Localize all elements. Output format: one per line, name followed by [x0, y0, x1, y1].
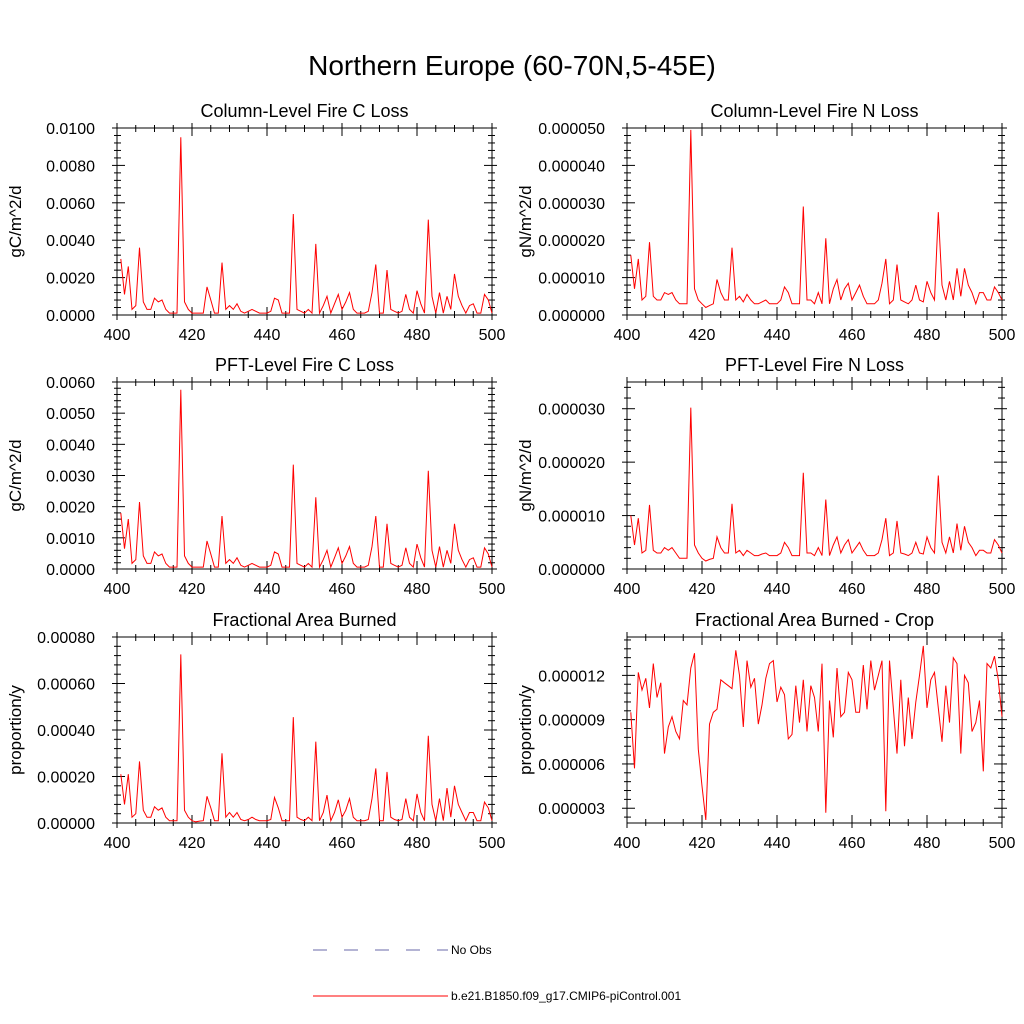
p6-y-tick-label: 0.000006	[538, 757, 605, 774]
p1-x-tick-label: 440	[254, 327, 281, 344]
p5-series-line	[120, 654, 493, 823]
p3-x-tick-label: 480	[404, 581, 431, 598]
p3-y-tick-label: 0.0020	[46, 500, 95, 517]
p2-y-axis-label: gN/m^2/d	[516, 185, 535, 257]
p5-x-tick-label: 500	[479, 835, 506, 852]
p4-y-tick-label: 0.000000	[538, 562, 605, 579]
legend-label-1: No Obs	[451, 943, 492, 957]
figure-title: Northern Europe (60-70N,5-45E)	[308, 50, 716, 81]
p3-series-line	[120, 389, 493, 569]
legend-label-2: b.e21.B1850.f09_g17.CMIP6-piControl.001	[451, 989, 681, 1003]
p2-x-tick-label: 500	[989, 327, 1016, 344]
p1-x-tick-label: 400	[104, 327, 131, 344]
p4-x-tick-label: 440	[764, 581, 791, 598]
p1-y-tick-label: 0.0040	[46, 233, 95, 250]
p5-y-tick-label: 0.00080	[37, 630, 95, 647]
p3-x-tick-label: 440	[254, 581, 281, 598]
p6-panel-title: Fractional Area Burned - Crop	[695, 610, 934, 630]
p4-x-tick-label: 500	[989, 581, 1016, 598]
p3-y-tick-label: 0.0060	[46, 375, 95, 392]
p2-x-tick-label: 420	[689, 327, 716, 344]
p6-y-tick-label: 0.000003	[538, 801, 605, 818]
p3-x-tick-label: 460	[329, 581, 356, 598]
p5-x-tick-label: 460	[329, 835, 356, 852]
p2-series-line	[630, 129, 1003, 309]
p6-y-tick-label: 0.000012	[538, 668, 605, 685]
p5-y-axis-label: proportion/y	[6, 685, 25, 775]
p1-y-tick-label: 0.0020	[46, 271, 95, 288]
p5-x-tick-label: 480	[404, 835, 431, 852]
p1-y-tick-label: 0.0100	[46, 121, 95, 138]
p2-y-tick-label: 0.000050	[538, 121, 605, 138]
p3-y-tick-label: 0.0000	[46, 562, 95, 579]
p5-plot-frame	[116, 636, 493, 824]
p4-y-axis-label: gN/m^2/d	[516, 439, 535, 511]
p1-plot-frame	[116, 127, 493, 316]
p4-y-tick-label: 0.000030	[538, 402, 605, 419]
p6-series-line	[630, 645, 1003, 821]
p2-x-tick-label: 480	[914, 327, 941, 344]
p2-plot-frame	[626, 127, 1003, 316]
p1-x-tick-label: 420	[179, 327, 206, 344]
p1-x-tick-label: 500	[479, 327, 506, 344]
p5-y-tick-label: 0.00040	[37, 723, 95, 740]
p4-x-tick-label: 400	[614, 581, 641, 598]
p4-x-tick-label: 420	[689, 581, 716, 598]
p4-x-tick-label: 460	[839, 581, 866, 598]
p2-x-tick-label: 400	[614, 327, 641, 344]
p3-plot-frame	[116, 381, 493, 570]
p6-plot-frame	[626, 636, 1003, 824]
p3-y-tick-label: 0.0030	[46, 469, 95, 486]
p3-y-tick-label: 0.0040	[46, 437, 95, 454]
p1-y-tick-label: 0.0080	[46, 158, 95, 175]
p4-series-line	[630, 407, 1003, 562]
p2-y-tick-label: 0.000030	[538, 196, 605, 213]
p5-y-tick-label: 0.00020	[37, 770, 95, 787]
p1-series-line	[120, 137, 493, 315]
p2-x-tick-label: 460	[839, 327, 866, 344]
p1-x-tick-label: 480	[404, 327, 431, 344]
p3-y-tick-label: 0.0050	[46, 406, 95, 423]
p6-x-tick-label: 440	[764, 835, 791, 852]
p6-y-axis-label: proportion/y	[516, 685, 535, 775]
p4-y-tick-label: 0.000010	[538, 509, 605, 526]
p1-y-axis-label: gC/m^2/d	[6, 185, 25, 257]
p2-y-tick-label: 0.000040	[538, 158, 605, 175]
p5-x-tick-label: 420	[179, 835, 206, 852]
p2-y-tick-label: 0.000020	[538, 233, 605, 250]
p5-y-tick-label: 0.00000	[37, 816, 95, 833]
p3-panel-title: PFT-Level Fire C Loss	[215, 355, 394, 375]
p3-y-tick-label: 0.0010	[46, 531, 95, 548]
p5-x-tick-label: 440	[254, 835, 281, 852]
p4-y-tick-label: 0.000020	[538, 455, 605, 472]
p1-x-tick-label: 460	[329, 327, 356, 344]
p5-y-tick-label: 0.00060	[37, 677, 95, 694]
p1-y-tick-label: 0.0060	[46, 196, 95, 213]
p3-x-tick-label: 400	[104, 581, 131, 598]
p2-y-tick-label: 0.000010	[538, 271, 605, 288]
p6-x-tick-label: 400	[614, 835, 641, 852]
p4-plot-frame	[626, 381, 1003, 570]
p2-x-tick-label: 440	[764, 327, 791, 344]
p2-y-tick-label: 0.000000	[538, 308, 605, 325]
p3-x-tick-label: 420	[179, 581, 206, 598]
p4-x-tick-label: 480	[914, 581, 941, 598]
p6-y-tick-label: 0.000009	[538, 713, 605, 730]
p5-x-tick-label: 400	[104, 835, 131, 852]
p6-x-tick-label: 460	[839, 835, 866, 852]
p6-x-tick-label: 500	[989, 835, 1016, 852]
p4-panel-title: PFT-Level Fire N Loss	[725, 355, 904, 375]
p1-panel-title: Column-Level Fire C Loss	[200, 101, 408, 121]
p6-x-tick-label: 420	[689, 835, 716, 852]
p1-y-tick-label: 0.0000	[46, 308, 95, 325]
p5-panel-title: Fractional Area Burned	[212, 610, 396, 630]
p3-x-tick-label: 500	[479, 581, 506, 598]
p6-x-tick-label: 480	[914, 835, 941, 852]
p2-panel-title: Column-Level Fire N Loss	[710, 101, 918, 121]
p3-y-axis-label: gC/m^2/d	[6, 439, 25, 511]
